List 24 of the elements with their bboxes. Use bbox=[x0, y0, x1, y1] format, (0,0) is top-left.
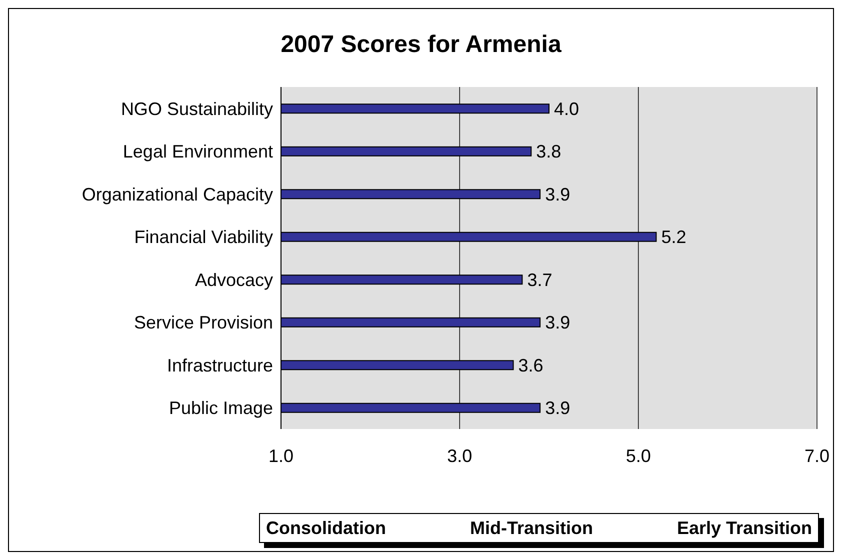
x-tick-label: 7.0 bbox=[804, 446, 830, 466]
y-tick-label: Infrastructure bbox=[166, 355, 273, 376]
text: Consolidation bbox=[266, 518, 386, 538]
x-tick-label: 5.0 bbox=[626, 446, 651, 466]
y-tick-label: Legal Environment bbox=[122, 142, 273, 162]
data-label: 3.8 bbox=[536, 142, 562, 162]
data-label: 4.0 bbox=[554, 98, 580, 119]
text: Early Transition bbox=[676, 518, 812, 538]
y-tick-label: Service Provision bbox=[134, 312, 273, 333]
text: Mid-Transition bbox=[470, 518, 593, 538]
x-tick-label: 1.0 bbox=[268, 446, 294, 466]
y-tick-label: Advocacy bbox=[194, 270, 273, 290]
data-label: 3.9 bbox=[545, 312, 570, 333]
y-tick-label: NGO Sustainability bbox=[120, 98, 273, 119]
y-tick-label: Financial Viability bbox=[134, 227, 273, 248]
x-tick-label: 3.0 bbox=[447, 446, 472, 466]
data-label: 5.2 bbox=[661, 227, 686, 248]
data-label: 3.9 bbox=[545, 398, 570, 418]
data-label: 3.9 bbox=[545, 184, 570, 204]
data-label: 3.7 bbox=[527, 270, 552, 290]
y-tick-label: Public Image bbox=[168, 398, 273, 418]
y-tick-label: Organizational Capacity bbox=[82, 184, 273, 204]
data-label: 3.6 bbox=[518, 355, 544, 376]
chart-title: 2007 Scores for Armenia bbox=[280, 31, 562, 59]
